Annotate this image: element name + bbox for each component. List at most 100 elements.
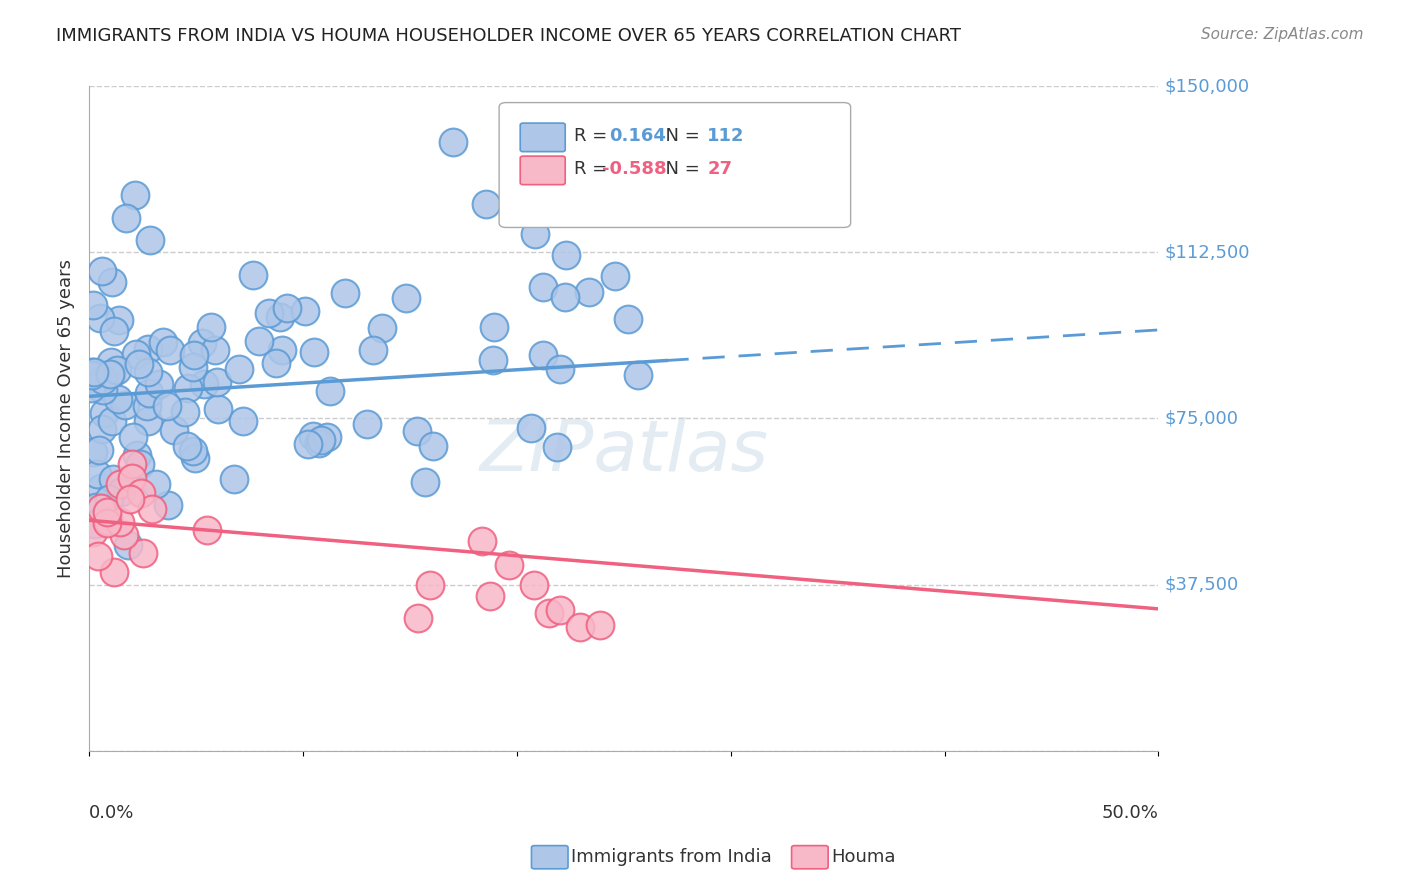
Point bbox=[222, 473, 245, 487]
Point bbox=[482, 353, 505, 368]
Point bbox=[319, 384, 342, 398]
Point bbox=[97, 514, 120, 528]
Point bbox=[87, 375, 110, 389]
Point bbox=[108, 313, 131, 327]
Point bbox=[129, 485, 152, 500]
Point bbox=[475, 197, 498, 211]
Point bbox=[181, 444, 204, 458]
Point bbox=[90, 481, 112, 495]
Point bbox=[87, 549, 110, 563]
Point bbox=[80, 381, 103, 395]
Point bbox=[107, 392, 129, 407]
Point bbox=[152, 334, 174, 349]
Point bbox=[356, 417, 378, 432]
Point bbox=[93, 383, 115, 397]
Point bbox=[578, 285, 600, 300]
Point bbox=[184, 450, 207, 465]
Point bbox=[89, 380, 111, 394]
Point bbox=[471, 534, 494, 549]
Point bbox=[162, 423, 184, 437]
Point bbox=[554, 248, 576, 262]
Point bbox=[441, 135, 464, 149]
Point bbox=[316, 430, 339, 444]
Point bbox=[125, 448, 148, 462]
Point bbox=[108, 477, 131, 491]
Point bbox=[120, 492, 142, 507]
Point bbox=[589, 618, 612, 632]
Point bbox=[141, 501, 163, 516]
Point bbox=[103, 565, 125, 579]
Text: R =: R = bbox=[574, 128, 619, 145]
Point bbox=[264, 356, 287, 370]
Point bbox=[520, 421, 543, 435]
Point bbox=[84, 516, 107, 531]
Point bbox=[498, 558, 520, 572]
Text: 112: 112 bbox=[707, 128, 745, 145]
Point bbox=[139, 233, 162, 247]
Point bbox=[80, 368, 103, 383]
Text: ZIPatlas: ZIPatlas bbox=[479, 417, 768, 486]
Point bbox=[242, 268, 264, 283]
Text: 0.164: 0.164 bbox=[609, 128, 665, 145]
Point bbox=[101, 414, 124, 428]
Point bbox=[156, 399, 179, 413]
Point bbox=[117, 538, 139, 552]
Point bbox=[395, 291, 418, 305]
Point bbox=[80, 366, 103, 380]
Point bbox=[603, 269, 626, 284]
Text: $37,500: $37,500 bbox=[1164, 575, 1239, 593]
Point bbox=[197, 524, 219, 538]
Point bbox=[101, 275, 124, 289]
Point bbox=[569, 619, 592, 633]
Point bbox=[100, 367, 122, 381]
Y-axis label: Householder Income Over 65 years: Householder Income Over 65 years bbox=[58, 259, 75, 578]
Point bbox=[105, 363, 128, 377]
Point bbox=[93, 407, 115, 421]
Point bbox=[297, 437, 319, 451]
Point bbox=[89, 500, 111, 515]
Point bbox=[82, 524, 104, 539]
Point bbox=[204, 343, 226, 358]
Point bbox=[91, 421, 114, 435]
Point bbox=[183, 348, 205, 362]
Point bbox=[91, 264, 114, 278]
Point bbox=[627, 368, 650, 382]
Point bbox=[128, 357, 150, 371]
Point bbox=[103, 325, 125, 339]
Point bbox=[91, 373, 114, 387]
Text: 50.0%: 50.0% bbox=[1101, 804, 1159, 822]
Point bbox=[548, 361, 571, 376]
Point bbox=[257, 306, 280, 320]
Point bbox=[249, 334, 271, 348]
Point bbox=[479, 589, 502, 603]
Point bbox=[531, 349, 554, 363]
Point bbox=[333, 286, 356, 301]
Point bbox=[96, 516, 118, 530]
Point bbox=[537, 606, 560, 620]
Point bbox=[302, 428, 325, 442]
Text: R =: R = bbox=[574, 161, 613, 178]
Point bbox=[522, 578, 544, 592]
Point bbox=[191, 336, 214, 351]
Point bbox=[83, 366, 105, 380]
Point bbox=[294, 304, 316, 318]
Text: $75,000: $75,000 bbox=[1164, 409, 1239, 427]
Text: 0.0%: 0.0% bbox=[89, 804, 135, 822]
Point bbox=[207, 402, 229, 417]
Point bbox=[176, 439, 198, 453]
Point bbox=[98, 368, 121, 382]
Point bbox=[419, 578, 441, 592]
Point bbox=[616, 311, 638, 326]
Point bbox=[413, 475, 436, 490]
Point bbox=[371, 320, 394, 334]
Point bbox=[193, 377, 215, 392]
Text: N =: N = bbox=[654, 161, 711, 178]
Point bbox=[128, 458, 150, 472]
Point bbox=[554, 290, 576, 304]
Point bbox=[82, 445, 104, 459]
Point bbox=[269, 310, 291, 324]
Point bbox=[177, 381, 200, 395]
Text: Houma: Houma bbox=[831, 848, 896, 866]
Text: $150,000: $150,000 bbox=[1164, 78, 1250, 95]
Point bbox=[114, 399, 136, 413]
